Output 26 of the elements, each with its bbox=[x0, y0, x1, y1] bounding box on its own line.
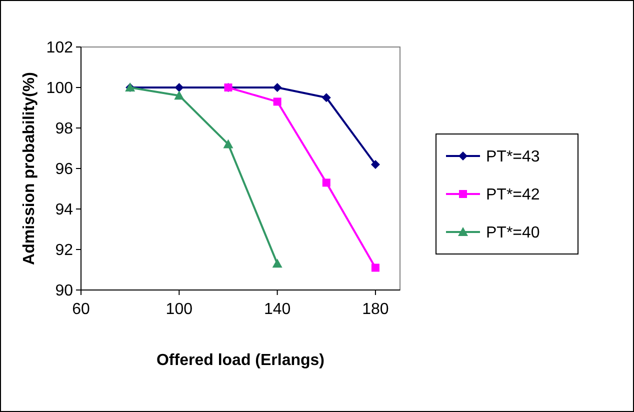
x-tick-label: 60 bbox=[72, 301, 90, 318]
legend-label: PT*=42 bbox=[486, 186, 540, 204]
x-tick-label: 140 bbox=[264, 301, 291, 318]
point bbox=[322, 93, 331, 102]
legend-label: PT*=40 bbox=[486, 224, 540, 242]
y-tick-label: 94 bbox=[55, 202, 74, 219]
point bbox=[174, 90, 184, 100]
point bbox=[174, 83, 184, 92]
point bbox=[370, 160, 380, 169]
point bbox=[273, 98, 282, 106]
y-tick-label: 96 bbox=[55, 161, 74, 178]
x-tick-label: 180 bbox=[362, 301, 389, 318]
y-tick-label: 102 bbox=[46, 40, 74, 57]
x-axis-title: Offered load (Erlangs) bbox=[156, 352, 325, 369]
y-tick-label: 92 bbox=[55, 242, 74, 260]
y-axis-title: Admission probability(%) bbox=[21, 72, 38, 265]
legend-label: PT*=43 bbox=[486, 148, 540, 166]
point bbox=[272, 258, 282, 268]
point bbox=[272, 83, 282, 92]
point bbox=[371, 264, 380, 272]
x-tick-label: 100 bbox=[166, 301, 193, 318]
point bbox=[223, 139, 234, 148]
y-tick-label: 90 bbox=[55, 282, 74, 300]
y-tick-label: 98 bbox=[55, 120, 74, 138]
point bbox=[322, 178, 330, 187]
y-tick-label: 100 bbox=[46, 80, 74, 98]
